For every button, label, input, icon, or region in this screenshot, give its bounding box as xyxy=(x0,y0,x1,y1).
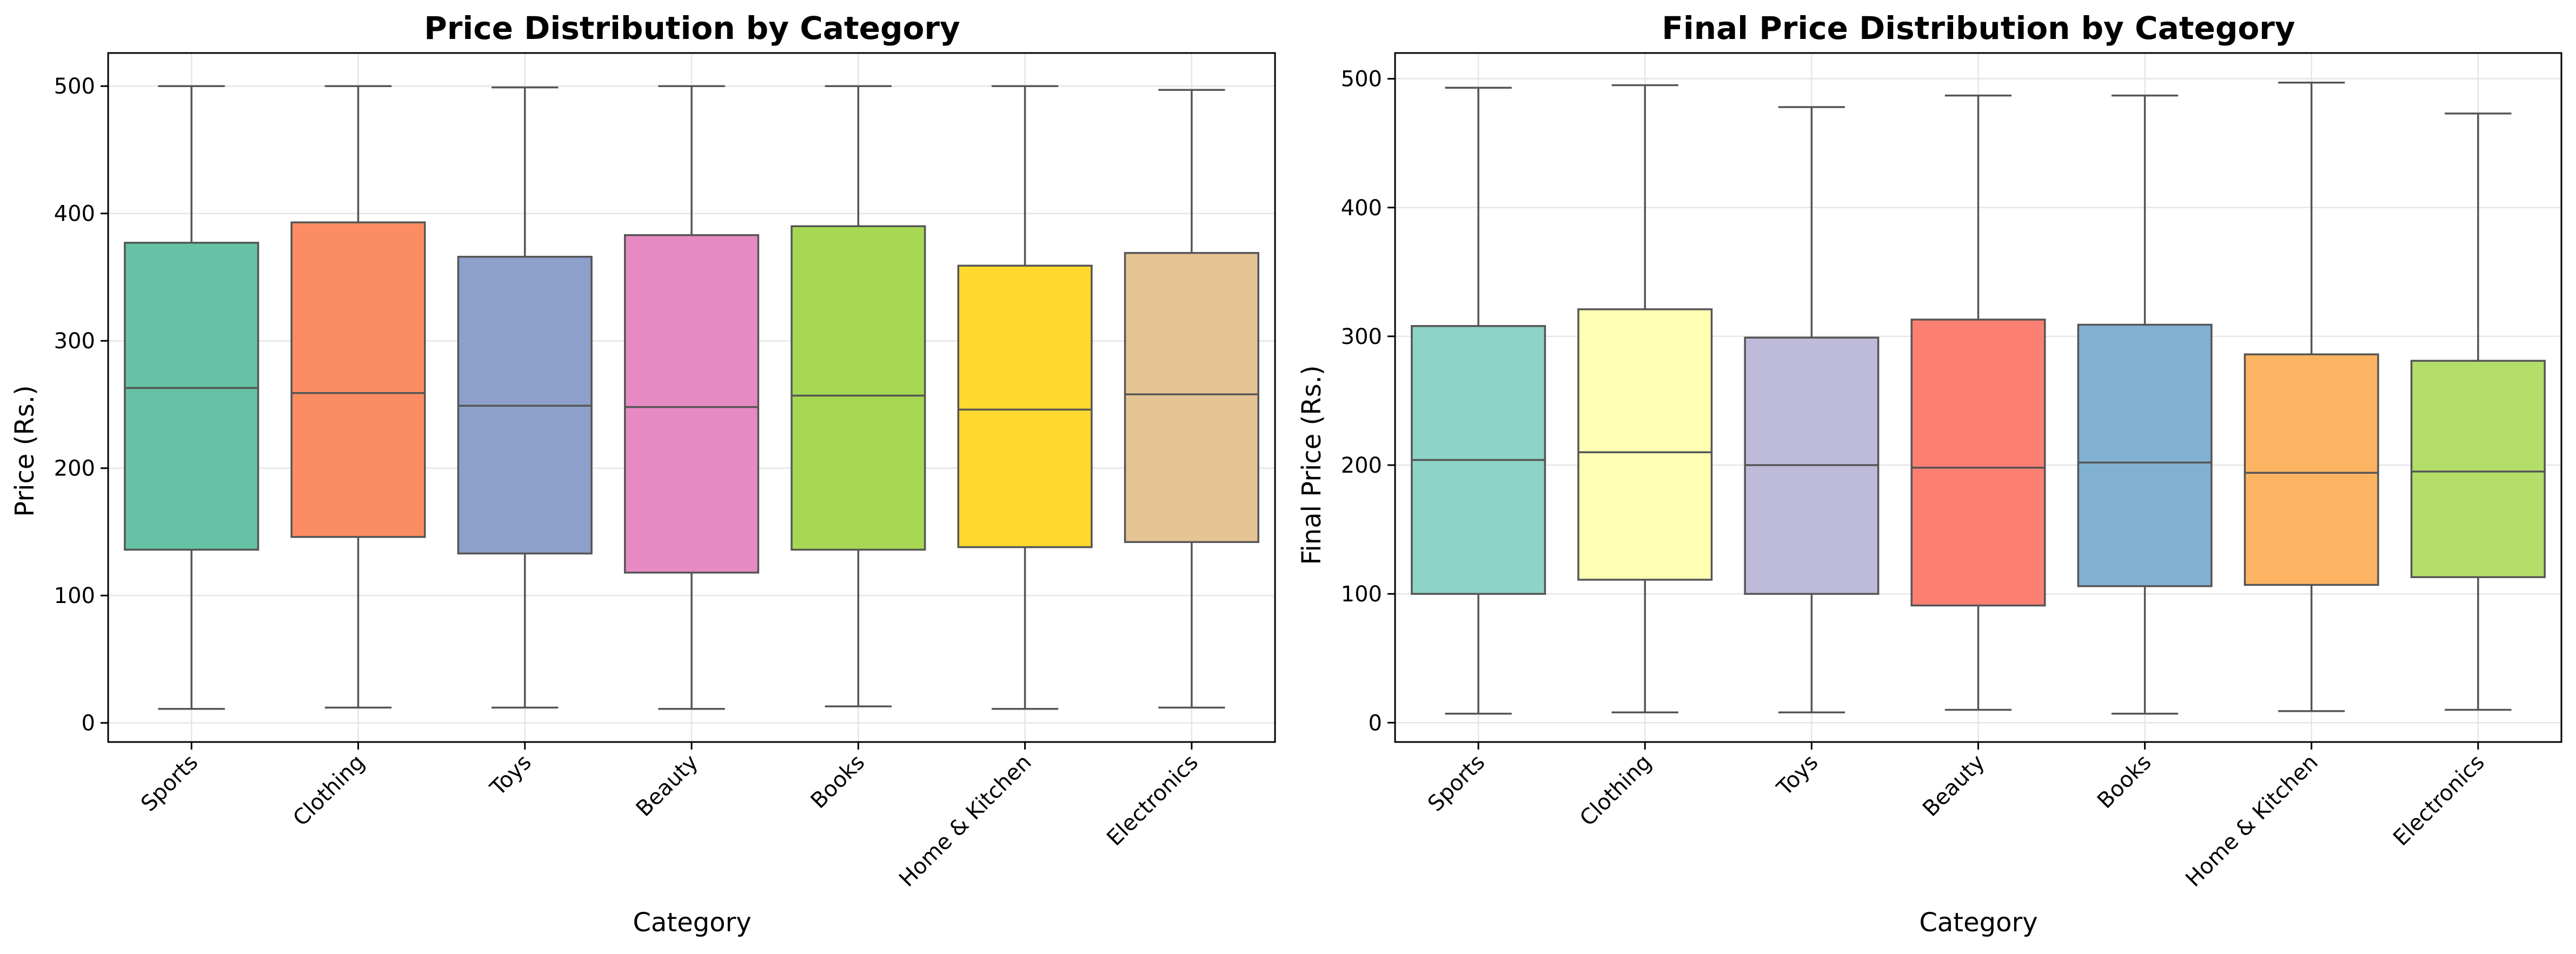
box-clothing xyxy=(290,85,426,709)
x-axis-label: Category xyxy=(1919,907,2037,938)
box-electronics xyxy=(2410,112,2546,711)
iqr-box xyxy=(1910,319,2046,607)
y-tick-label: 100 xyxy=(54,584,95,608)
iqr-box xyxy=(957,264,1093,548)
y-axis-label: Final Price (Rs.) xyxy=(1297,365,1327,565)
iqr-box xyxy=(2243,353,2379,586)
y-tick-label: 400 xyxy=(54,202,95,227)
iqr-box xyxy=(290,221,426,538)
box-toys xyxy=(1744,106,1880,713)
iqr-box xyxy=(124,242,260,551)
chart-title: Final Price Distribution by Category xyxy=(1662,10,2295,47)
box-sports xyxy=(124,85,260,710)
box-toys xyxy=(457,86,593,709)
box-home-kitchen xyxy=(957,85,1093,710)
box-books xyxy=(791,85,926,707)
box-sports xyxy=(1411,87,1546,715)
y-tick-label: 200 xyxy=(54,456,95,481)
y-tick-label: 0 xyxy=(82,711,95,736)
box-beauty xyxy=(1910,94,2046,711)
iqr-box xyxy=(791,225,926,551)
y-tick-label: 300 xyxy=(54,329,95,354)
y-axis-label: Price (Rs.) xyxy=(10,385,40,516)
iqr-box xyxy=(2077,323,2213,587)
box-books xyxy=(2077,94,2213,715)
box-home-kitchen xyxy=(2243,82,2379,712)
box-clothing xyxy=(1577,84,1713,713)
y-tick-label: 300 xyxy=(1341,324,1382,349)
box-beauty xyxy=(623,85,760,710)
y-tick-label: 500 xyxy=(54,74,95,99)
iqr-box xyxy=(623,234,760,574)
y-tick-label: 200 xyxy=(1341,453,1382,478)
y-tick-label: 100 xyxy=(1341,582,1382,607)
y-tick-label: 0 xyxy=(1369,711,1382,736)
iqr-box xyxy=(2410,360,2546,578)
chart-title: Price Distribution by Category xyxy=(424,10,960,47)
box-electronics xyxy=(1124,89,1259,709)
iqr-box xyxy=(1577,308,1713,581)
x-axis-label: Category xyxy=(633,907,751,938)
y-tick-label: 500 xyxy=(1341,67,1382,92)
y-tick-label: 400 xyxy=(1341,196,1382,221)
iqr-box xyxy=(1124,251,1259,544)
